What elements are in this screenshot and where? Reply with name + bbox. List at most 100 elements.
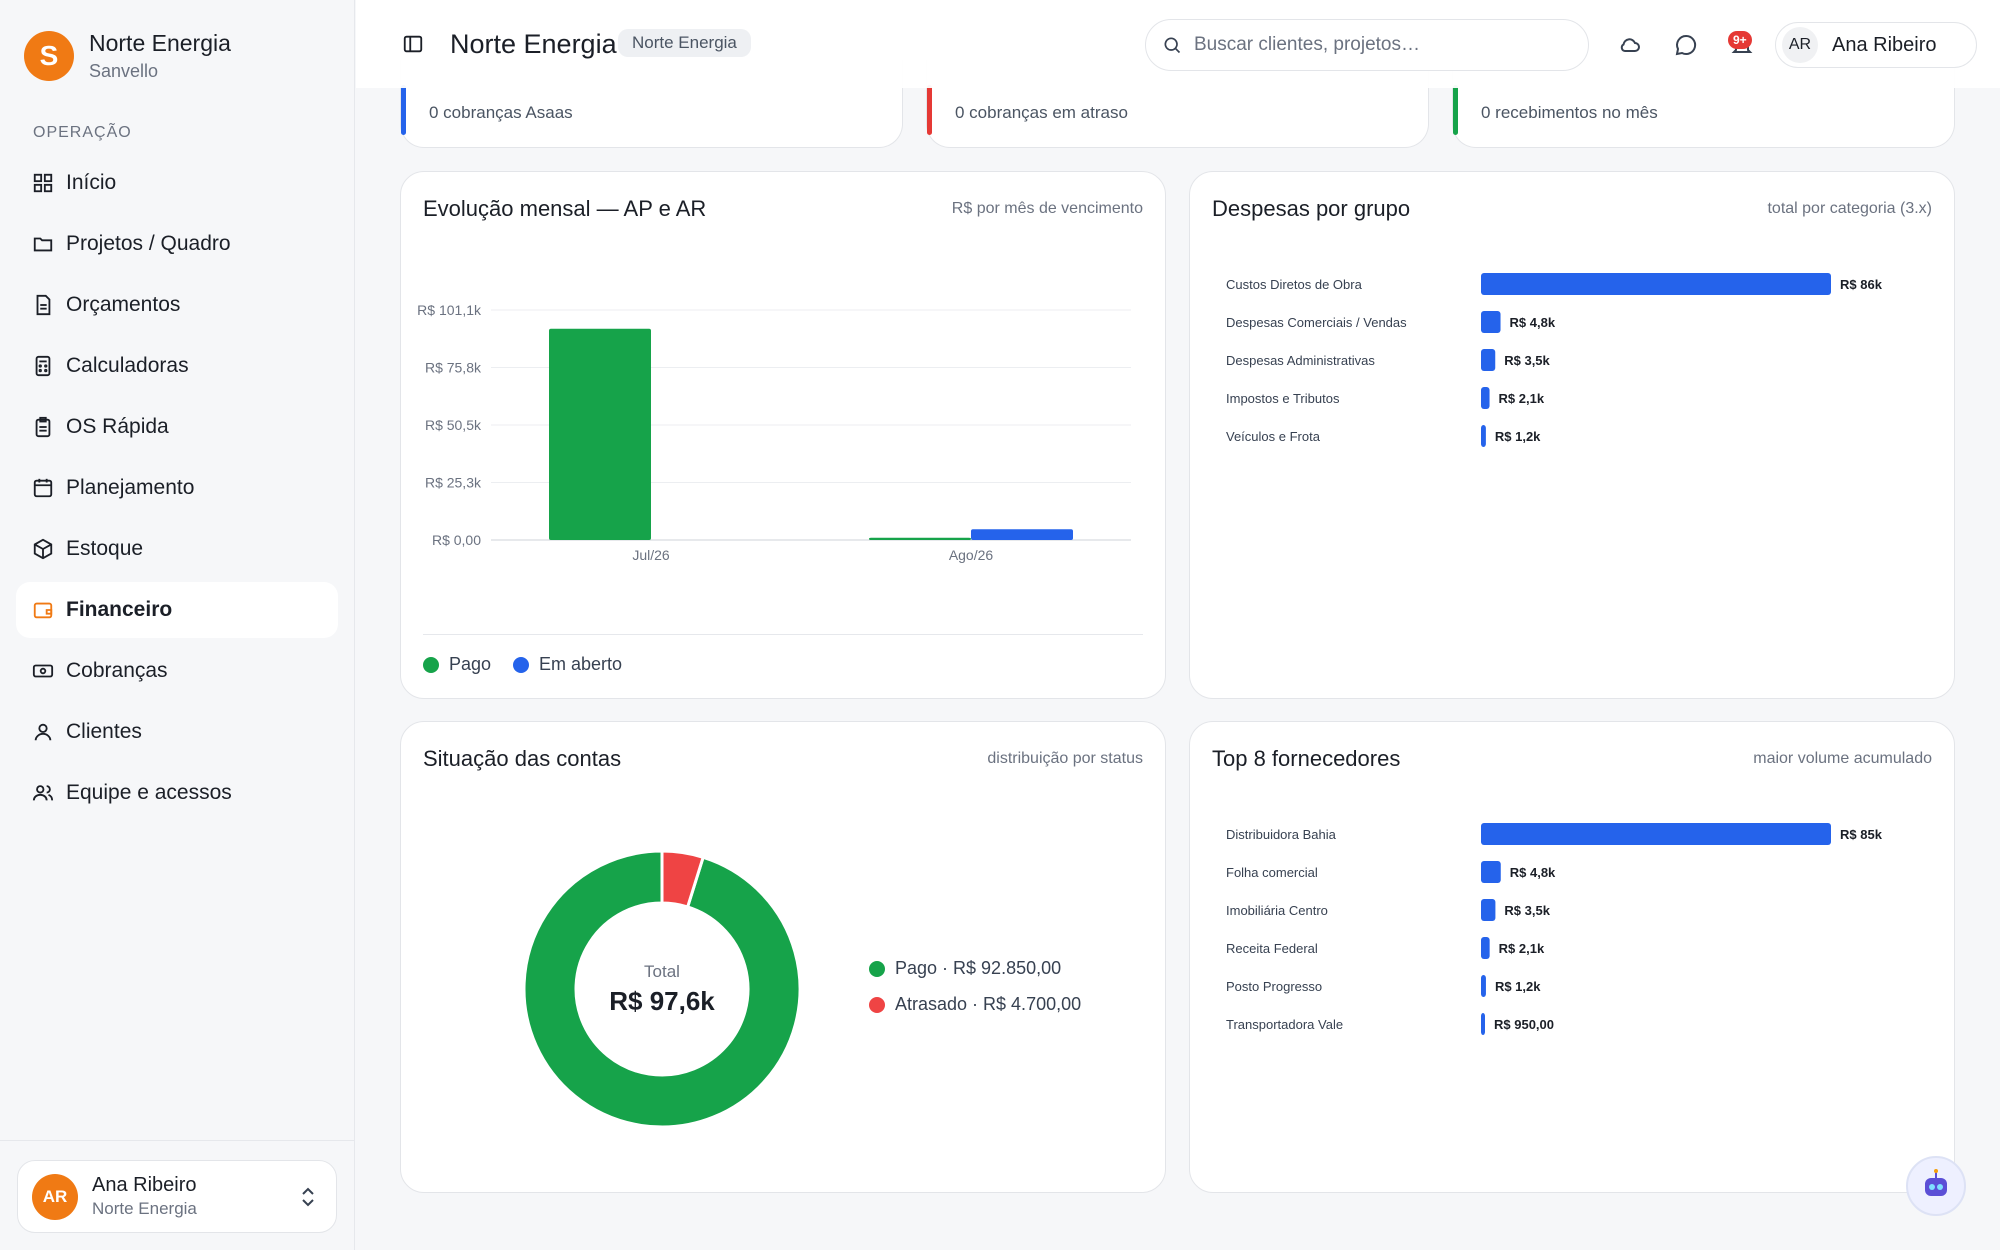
stat-subtitle: 0 recebimentos no mês: [1481, 103, 1658, 122]
folder-icon: [33, 237, 53, 252]
bar: [1481, 975, 1486, 997]
panel-note: maior volume acumulado: [1753, 750, 1932, 767]
sidebar-item-estoque[interactable]: Estoque: [16, 521, 338, 577]
brand[interactable]: S Norte Energia Sanvello: [24, 30, 231, 82]
bar-category-label: Transportadora Vale: [1226, 1017, 1343, 1032]
sidebar-toggle-icon[interactable]: [402, 33, 424, 55]
sidebar-item-os-rapida[interactable]: OS Rápida: [16, 399, 338, 455]
y-tick-label: R$ 75,8k: [425, 360, 482, 376]
panel-title: Top 8 fornecedores: [1212, 746, 1401, 771]
y-tick-label: R$ 0,00: [432, 532, 481, 548]
legend-pago[interactable]: Pago: [423, 654, 491, 675]
sidebar-item-orcamentos[interactable]: Orçamentos: [16, 277, 338, 333]
stat-accent: [1453, 85, 1458, 135]
brand-subtitle: Sanvello: [89, 61, 159, 81]
sidebar: S Norte Energia Sanvello OPERAÇÃO Início…: [0, 0, 355, 1250]
user-switcher[interactable]: AR Ana Ribeiro Norte Energia: [17, 1160, 337, 1233]
bar-value-label: R$ 3,5k: [1504, 903, 1550, 918]
sidebar-item-label: Orçamentos: [66, 293, 181, 316]
clipboard-icon: [35, 416, 51, 438]
y-tick-label: R$ 50,5k: [425, 417, 482, 433]
sidebar-item-planejamento[interactable]: Planejamento: [16, 460, 338, 516]
sidebar-item-label: Início: [66, 171, 117, 194]
bar-category-label: Veículos e Frota: [1226, 429, 1321, 444]
bar: [1481, 937, 1490, 959]
bar-value-label: R$ 3,5k: [1504, 353, 1550, 368]
header-user-name: Ana Ribeiro: [1832, 33, 1937, 56]
user-org: Norte Energia: [92, 1199, 197, 1218]
sidebar-divider: [0, 1140, 355, 1141]
donut-slice-pago: [522, 849, 802, 1129]
sidebar-item-financeiro[interactable]: Financeiro: [16, 582, 338, 638]
assistant-bot-button[interactable]: [1906, 1156, 1966, 1216]
header-user-menu[interactable]: AR Ana Ribeiro: [1775, 22, 1977, 68]
panel-note: total por categoria (3.x): [1767, 200, 1932, 217]
stat-subtitle: 0 cobranças Asaas: [429, 103, 573, 122]
bar: [1481, 425, 1486, 447]
bar: [1481, 823, 1831, 845]
bar-value-label: R$ 2,1k: [1499, 391, 1545, 406]
sidebar-item-projetos[interactable]: Projetos / Quadro: [16, 216, 338, 272]
top-header: Norte Energia Norte Energia 9+ AR Ana Ri…: [356, 0, 2000, 88]
panel-situacao-contas: Situação das contas distribuição por sta…: [400, 721, 1166, 1193]
evolucao-chart: R$ 0,00 R$ 25,3k R$ 50,5k R$ 75,8k R$ 101,1k…: [417, 302, 1131, 563]
legend-label: Atrasado · R$ 4.700,00: [895, 994, 1082, 1014]
bar-value-label: R$ 950,00: [1494, 1017, 1554, 1032]
legend-dot: [513, 656, 529, 673]
bar-category-label: Posto Progresso: [1226, 979, 1322, 994]
sidebar-item-label: Financeiro: [66, 598, 173, 621]
bar: [1481, 861, 1501, 883]
panel-note: distribuição por status: [987, 750, 1143, 767]
legend-em-aberto[interactable]: Em aberto: [513, 654, 622, 675]
sidebar-item-label: Equipe e acessos: [66, 781, 232, 804]
bar-category-label: Despesas Administrativas: [1226, 353, 1375, 368]
search-input[interactable]: [1194, 34, 1564, 56]
grid-icon: [33, 173, 53, 193]
legend-dot: [869, 960, 885, 977]
cloud-icon[interactable]: [1618, 33, 1642, 57]
stat-subtitle: 0 cobranças em atraso: [955, 103, 1128, 122]
legend-atrasado[interactable]: Atrasado · R$ 4.700,00: [869, 994, 1081, 1015]
sidebar-item-inicio[interactable]: Início: [16, 155, 338, 211]
notification-badge: 9+: [1728, 31, 1752, 49]
bar-value-label: R$ 4,8k: [1510, 315, 1556, 330]
bar-value-label: R$ 4,8k: [1510, 865, 1556, 880]
user-icon: [34, 723, 52, 741]
sidebar-item-cobrancas[interactable]: Cobranças: [16, 643, 338, 699]
legend-label: Em aberto: [539, 654, 623, 674]
stat-accent: [401, 85, 406, 135]
bar-category-label: Distribuidora Bahia: [1226, 827, 1337, 842]
banknote-icon: [32, 664, 54, 678]
stat-accent: [927, 85, 932, 135]
brand-name: Norte Energia: [89, 30, 231, 56]
calendar-icon: [33, 478, 53, 498]
bar-em-aberto: [971, 529, 1073, 540]
panel-evolucao-mensal: Evolução mensal — AP e AR R$ por mês de …: [400, 171, 1166, 699]
sidebar-item-label: Projetos / Quadro: [66, 232, 231, 255]
box-icon: [33, 538, 53, 560]
sidebar-item-equipe[interactable]: Equipe e acessos: [16, 765, 338, 821]
wallet-icon: [33, 602, 53, 619]
calculator-icon: [35, 355, 51, 377]
search-box[interactable]: [1145, 19, 1589, 71]
bar: [1481, 899, 1496, 921]
sidebar-item-label: Estoque: [66, 537, 144, 560]
chat-icon[interactable]: [1674, 33, 1698, 57]
donut-center-value: R$ 97,6k: [609, 986, 715, 1016]
sidebar-item-label: OS Rápida: [66, 415, 169, 438]
x-tick-label: Ago/26: [949, 547, 994, 563]
sidebar-item-label: Calculadoras: [66, 354, 189, 377]
sidebar-nav: Início Projetos / Quadro Orçamentos Calc…: [16, 155, 338, 826]
legend-dot: [423, 656, 439, 673]
users-icon: [32, 785, 54, 801]
avatar: AR: [1782, 27, 1818, 63]
sidebar-item-clientes[interactable]: Clientes: [16, 704, 338, 760]
sidebar-item-label: Planejamento: [66, 476, 195, 499]
bar-category-label: Impostos e Tributos: [1226, 391, 1340, 406]
panel-despesas-por-grupo: Despesas por grupo total por categoria (…: [1189, 171, 1955, 699]
sidebar-item-calculadoras[interactable]: Calculadoras: [16, 338, 338, 394]
legend-label: Pago: [449, 654, 492, 674]
despesas-chart: Custos Diretos de Obra R$ 86k Despesas Com…: [1226, 273, 1883, 447]
nav-section-label: OPERAÇÃO: [33, 124, 132, 141]
legend-pago[interactable]: Pago · R$ 92.850,00: [869, 958, 1061, 979]
